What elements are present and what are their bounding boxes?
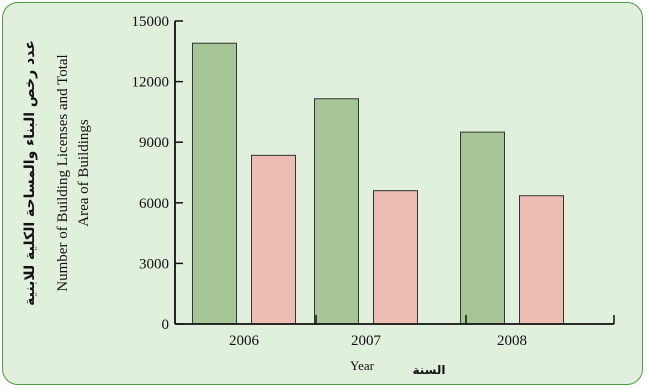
y-axis-title-line-1: Number of Building Licenses and Total bbox=[55, 54, 71, 291]
bar-2008-series-1 bbox=[460, 131, 505, 325]
y-axis-title-line-2: Area of Buildings bbox=[76, 119, 92, 227]
y-tick-label: 15000 bbox=[132, 14, 170, 30]
x-tick-label-2007: 2007 bbox=[351, 333, 382, 349]
x-tick-label-2006: 2006 bbox=[229, 333, 260, 349]
y-axis-title-arabic: عدد رخص البناء والمساحة الكلية للابنية bbox=[22, 40, 38, 306]
x-tick-label-2008: 2008 bbox=[497, 333, 527, 349]
y-axis-title: عدد رخص البناء والمساحة الكلية للابنية N… bbox=[22, 40, 92, 306]
y-axis: 0 3000 6000 9000 12000 15000 bbox=[132, 14, 183, 333]
bar-2006-series-2 bbox=[251, 154, 296, 325]
x-axis-title-arabic: السنة bbox=[412, 363, 445, 377]
y-tick-label: 6000 bbox=[139, 196, 169, 212]
y-tick-label: 3000 bbox=[139, 256, 169, 272]
bar-2006-series-1 bbox=[192, 42, 237, 325]
bar-2008-series-2 bbox=[519, 195, 564, 325]
x-axis: 2006 2007 2008 bbox=[175, 315, 615, 349]
bar-2007-series-2 bbox=[373, 190, 418, 325]
y-tick-label: 12000 bbox=[132, 75, 170, 91]
y-tick-label: 0 bbox=[162, 317, 170, 333]
bar-2007-series-1 bbox=[314, 98, 359, 325]
y-tick-label: 9000 bbox=[139, 135, 169, 151]
bar-chart: عدد رخص البناء والمساحة الكلية للابنية N… bbox=[22, 14, 615, 377]
bars bbox=[192, 42, 564, 325]
chart-panel: عدد رخص البناء والمساحة الكلية للابنية N… bbox=[2, 2, 643, 385]
x-axis-title: Year bbox=[350, 358, 375, 373]
